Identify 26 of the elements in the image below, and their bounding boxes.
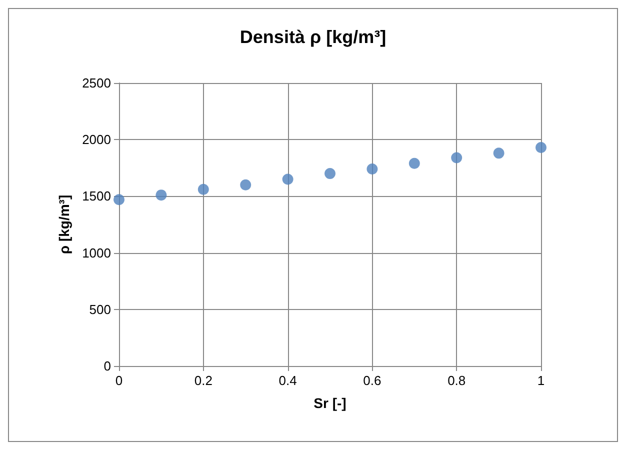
x-axis-title: Sr [-] <box>314 395 346 411</box>
point <box>240 179 252 190</box>
x-tick-label: 0.6 <box>363 373 382 388</box>
y-tick-label: 2000 <box>82 132 111 148</box>
y-tick-label: 1000 <box>82 245 111 260</box>
point <box>408 158 420 169</box>
chart-title: Densità ρ [kg/m³] <box>240 27 386 47</box>
x-tick-label: 0.2 <box>194 373 212 388</box>
point <box>451 152 462 164</box>
y-tick-label: 500 <box>89 302 111 317</box>
point <box>156 190 167 201</box>
x-tick-label: 0 <box>115 373 123 388</box>
point <box>282 174 294 185</box>
point <box>493 148 504 159</box>
point <box>366 164 378 175</box>
y-axis-title: ρ [kg/m³] <box>56 194 72 254</box>
y-tick-label: 2500 <box>82 76 111 90</box>
x-tick-label: 0.8 <box>448 373 466 388</box>
point <box>324 168 336 180</box>
y-tick-label: 1500 <box>82 188 111 204</box>
point <box>198 184 209 195</box>
point <box>536 142 546 154</box>
point <box>114 194 124 206</box>
x-tick-label: 0.4 <box>278 373 297 388</box>
y-tick-label: 0 <box>104 358 111 374</box>
x-tick-label: 1 <box>537 373 545 388</box>
